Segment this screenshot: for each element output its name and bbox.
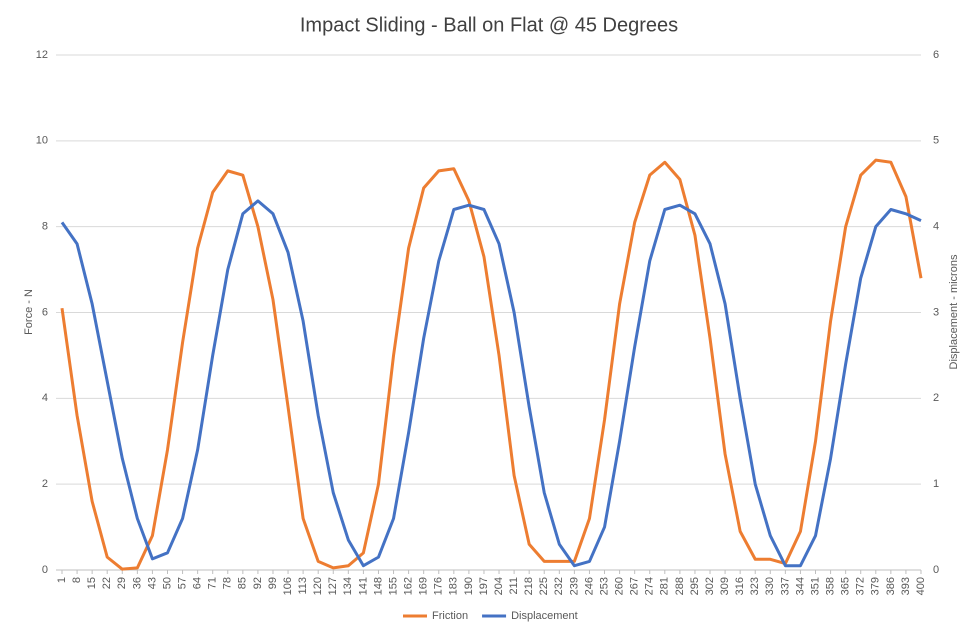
chart-title: Impact Sliding - Ball on Flat @ 45 Degre…	[300, 14, 678, 36]
x-tick-label: 288	[674, 577, 686, 595]
x-tick-label: 99	[267, 577, 279, 589]
y2-tick-label: 5	[933, 135, 939, 147]
y-tick-label: 4	[42, 392, 48, 404]
x-tick-label: 239	[568, 577, 580, 595]
y2-tick-label: 3	[933, 306, 939, 318]
x-tick-label: 253	[598, 577, 610, 595]
x-tick-label: 344	[794, 577, 806, 595]
x-tick-label: 43	[146, 577, 158, 589]
x-tick-label: 316	[734, 577, 746, 595]
y-tick-label: 0	[42, 564, 48, 576]
x-tick-label: 183	[448, 577, 460, 595]
x-tick-label: 379	[870, 577, 882, 595]
y-tick-label: 8	[42, 221, 48, 233]
legend-label: Displacement	[511, 610, 578, 622]
x-tick-label: 260	[614, 577, 626, 595]
y2-tick-label: 2	[933, 392, 939, 404]
x-tick-label: 330	[764, 577, 776, 595]
x-tick-label: 176	[433, 577, 445, 595]
x-tick-label: 365	[840, 577, 852, 595]
y2-tick-label: 6	[933, 49, 939, 61]
x-tick-label: 204	[493, 577, 505, 595]
y2-tick-label: 4	[933, 221, 939, 233]
x-tick-label: 106	[282, 577, 294, 595]
y-tick-label: 12	[36, 49, 48, 61]
x-tick-label: 309	[719, 577, 731, 595]
x-tick-label: 225	[538, 577, 550, 595]
x-tick-label: 36	[131, 577, 143, 589]
x-tick-label: 372	[855, 577, 867, 595]
legend-label: Friction	[432, 610, 468, 622]
y-tick-label: 6	[42, 306, 48, 318]
series-line	[60, 158, 923, 571]
x-tick-label: 162	[403, 577, 415, 595]
x-tick-label: 127	[327, 577, 339, 595]
x-tick-label: 246	[583, 577, 595, 595]
y-tick-label: 2	[42, 478, 48, 490]
x-tick-label: 295	[689, 577, 701, 595]
x-tick-label: 29	[116, 577, 128, 589]
y-axis-label: Force - N	[23, 289, 35, 335]
x-tick-label: 218	[523, 577, 535, 595]
x-tick-label: 141	[357, 577, 369, 595]
x-tick-label: 337	[779, 577, 791, 595]
x-tick-label: 232	[553, 577, 565, 595]
x-tick-label: 400	[915, 577, 927, 595]
x-tick-label: 393	[900, 577, 912, 595]
x-tick-label: 148	[372, 577, 384, 595]
x-tick-label: 351	[809, 577, 821, 595]
x-tick-label: 85	[237, 577, 249, 589]
x-tick-label: 8	[71, 577, 83, 583]
y2-tick-label: 1	[933, 478, 939, 490]
x-tick-label: 274	[644, 577, 656, 595]
x-tick-label: 71	[207, 577, 219, 589]
x-tick-label: 22	[101, 577, 113, 589]
x-tick-label: 78	[222, 577, 234, 589]
x-tick-label: 190	[463, 577, 475, 595]
x-tick-label: 1	[56, 577, 68, 583]
x-tick-label: 267	[629, 577, 641, 595]
x-tick-label: 120	[312, 577, 324, 595]
x-tick-label: 302	[704, 577, 716, 595]
x-tick-label: 197	[478, 577, 490, 595]
x-tick-label: 92	[252, 577, 264, 589]
x-tick-label: 386	[885, 577, 897, 595]
y2-axis-label: Displacement - microns	[948, 254, 960, 369]
x-tick-label: 155	[387, 577, 399, 595]
x-tick-label: 113	[297, 577, 309, 595]
series-line	[60, 199, 922, 568]
x-tick-label: 50	[161, 577, 173, 589]
x-tick-label: 15	[86, 577, 98, 589]
x-tick-label: 169	[418, 577, 430, 595]
x-tick-label: 134	[342, 577, 354, 595]
y2-tick-label: 0	[933, 564, 939, 576]
x-tick-label: 64	[192, 577, 204, 589]
x-tick-label: 211	[508, 577, 520, 595]
x-tick-label: 281	[659, 577, 671, 595]
x-tick-label: 358	[824, 577, 836, 595]
x-tick-label: 323	[749, 577, 761, 595]
y-tick-label: 10	[36, 135, 48, 147]
x-tick-label: 57	[176, 577, 188, 589]
